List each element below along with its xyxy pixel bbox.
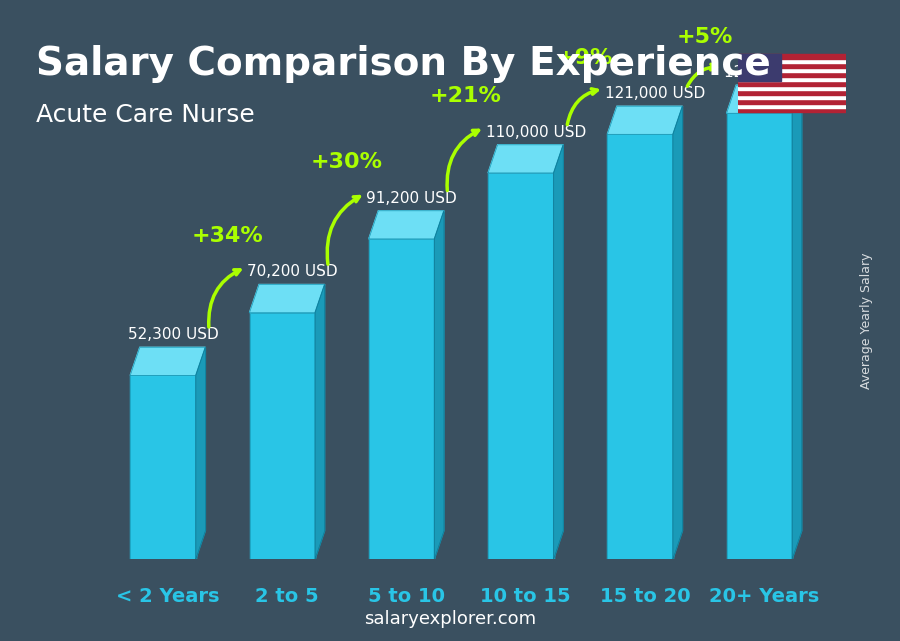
Polygon shape [608, 106, 682, 135]
Text: +21%: +21% [430, 87, 502, 106]
Text: 70,200 USD: 70,200 USD [248, 264, 338, 279]
Bar [738, 90, 846, 94]
Text: 15 to 20: 15 to 20 [599, 587, 690, 606]
Polygon shape [726, 85, 802, 113]
Polygon shape [726, 113, 792, 559]
Polygon shape [488, 173, 554, 559]
Polygon shape [369, 211, 444, 239]
Polygon shape [130, 347, 205, 376]
Bar [738, 54, 846, 59]
Text: 52,300 USD: 52,300 USD [128, 327, 219, 342]
Polygon shape [792, 85, 802, 559]
Polygon shape [249, 285, 325, 313]
Bar [738, 59, 846, 63]
Bar [738, 68, 846, 72]
Text: Acute Care Nurse: Acute Care Nurse [36, 103, 255, 126]
Text: salaryexplorer.com: salaryexplorer.com [364, 610, 536, 628]
Text: 127,000 USD: 127,000 USD [724, 65, 824, 80]
Polygon shape [435, 211, 444, 559]
Polygon shape [249, 313, 315, 559]
Bar [738, 108, 846, 112]
Text: +5%: +5% [677, 26, 733, 47]
Text: Salary Comparison By Experience: Salary Comparison By Experience [36, 45, 770, 83]
Text: +30%: +30% [310, 152, 382, 172]
Polygon shape [488, 145, 563, 173]
Polygon shape [315, 285, 325, 559]
Text: +34%: +34% [192, 226, 264, 246]
Text: 2 to 5: 2 to 5 [256, 587, 319, 606]
Bar [738, 99, 846, 103]
Bar [738, 77, 846, 81]
Text: 110,000 USD: 110,000 USD [486, 124, 586, 140]
Polygon shape [130, 376, 196, 559]
Bar [738, 85, 846, 90]
Polygon shape [196, 347, 205, 559]
Polygon shape [554, 145, 563, 559]
Text: Average Yearly Salary: Average Yearly Salary [860, 253, 873, 388]
Bar [738, 72, 846, 77]
Bar [738, 103, 846, 108]
Bar [738, 54, 781, 81]
Polygon shape [369, 239, 435, 559]
Text: +9%: +9% [557, 47, 614, 68]
Bar [738, 81, 846, 85]
Text: < 2 Years: < 2 Years [116, 587, 220, 606]
Bar [738, 94, 846, 99]
Text: 91,200 USD: 91,200 USD [366, 190, 457, 206]
Text: 10 to 15: 10 to 15 [481, 587, 571, 606]
Polygon shape [608, 135, 673, 559]
Text: 5 to 10: 5 to 10 [368, 587, 445, 606]
Polygon shape [673, 106, 682, 559]
Text: 20+ Years: 20+ Years [709, 587, 819, 606]
Bar [738, 63, 846, 68]
Text: 121,000 USD: 121,000 USD [605, 86, 706, 101]
